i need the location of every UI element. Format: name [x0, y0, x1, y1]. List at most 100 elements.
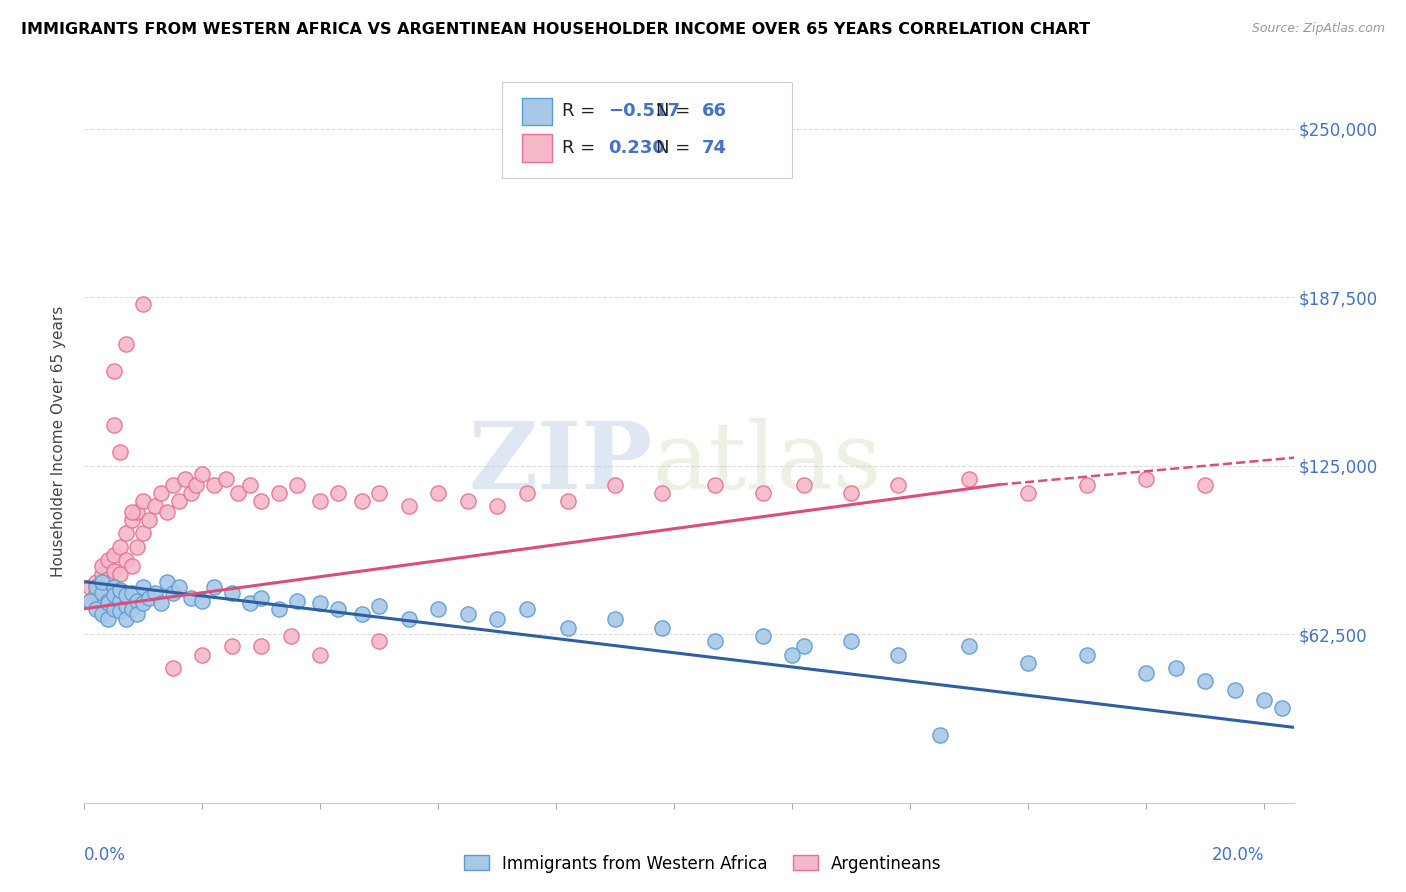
- Point: [91, 574, 114, 589]
- Point: [103, 548, 125, 562]
- Point: [1271, 701, 1294, 715]
- Point: [103, 601, 125, 615]
- Point: [114, 599, 136, 613]
- Point: [309, 596, 332, 610]
- Point: [202, 580, 225, 594]
- Point: [138, 513, 160, 527]
- Point: [79, 593, 101, 607]
- Point: [285, 593, 308, 607]
- Point: [127, 540, 149, 554]
- Point: [79, 593, 101, 607]
- Point: [221, 640, 243, 654]
- FancyBboxPatch shape: [502, 82, 792, 178]
- Point: [138, 591, 160, 605]
- Point: [1017, 656, 1039, 670]
- Point: [121, 585, 143, 599]
- Point: [150, 596, 173, 610]
- Point: [1076, 477, 1098, 491]
- Point: [132, 580, 155, 594]
- Point: [651, 485, 673, 500]
- Point: [605, 477, 627, 491]
- Text: 0.0%: 0.0%: [84, 847, 127, 864]
- Point: [267, 485, 290, 500]
- Point: [398, 612, 420, 626]
- Point: [516, 601, 538, 615]
- Point: [114, 526, 136, 541]
- Text: 0.230: 0.230: [607, 139, 665, 157]
- Point: [167, 580, 190, 594]
- Point: [326, 485, 349, 500]
- Point: [191, 648, 214, 662]
- Point: [91, 585, 114, 599]
- Point: [132, 493, 155, 508]
- Point: [350, 607, 373, 621]
- Point: [1076, 648, 1098, 662]
- Point: [486, 612, 509, 626]
- Point: [309, 648, 332, 662]
- Point: [114, 553, 136, 567]
- Point: [605, 612, 627, 626]
- Point: [651, 621, 673, 635]
- Point: [108, 604, 131, 618]
- Point: [156, 505, 179, 519]
- FancyBboxPatch shape: [522, 135, 553, 162]
- Point: [839, 634, 862, 648]
- Point: [280, 629, 302, 643]
- Point: [267, 601, 290, 615]
- Point: [127, 505, 149, 519]
- Point: [162, 661, 184, 675]
- Point: [1135, 666, 1157, 681]
- Point: [108, 566, 131, 581]
- Point: [928, 728, 950, 742]
- Point: [350, 493, 373, 508]
- Point: [84, 585, 107, 599]
- Point: [457, 493, 479, 508]
- Point: [97, 596, 120, 610]
- Point: [398, 500, 420, 514]
- Point: [103, 564, 125, 578]
- Point: [121, 558, 143, 573]
- Point: [127, 593, 149, 607]
- Point: [1164, 661, 1187, 675]
- Point: [516, 485, 538, 500]
- Point: [84, 601, 107, 615]
- Point: [704, 634, 727, 648]
- Point: [202, 477, 225, 491]
- Point: [103, 588, 125, 602]
- Point: [162, 477, 184, 491]
- Text: R =: R =: [562, 139, 600, 157]
- Point: [250, 493, 273, 508]
- Point: [167, 493, 190, 508]
- Point: [108, 582, 131, 597]
- Text: Source: ZipAtlas.com: Source: ZipAtlas.com: [1251, 22, 1385, 36]
- Point: [368, 634, 391, 648]
- Point: [108, 540, 131, 554]
- Point: [793, 640, 815, 654]
- Point: [186, 477, 208, 491]
- Point: [1017, 485, 1039, 500]
- Point: [427, 485, 450, 500]
- Text: atlas: atlas: [652, 418, 882, 508]
- Point: [457, 607, 479, 621]
- Point: [103, 580, 125, 594]
- Point: [887, 648, 910, 662]
- Point: [162, 585, 184, 599]
- Point: [887, 477, 910, 491]
- Point: [839, 485, 862, 500]
- Point: [132, 596, 155, 610]
- Point: [250, 640, 273, 654]
- Point: [114, 612, 136, 626]
- Point: [957, 472, 980, 486]
- Point: [557, 493, 579, 508]
- Text: 66: 66: [702, 103, 727, 120]
- Point: [1253, 693, 1275, 707]
- Point: [132, 526, 155, 541]
- Point: [238, 477, 260, 491]
- Point: [250, 591, 273, 605]
- Text: N =: N =: [657, 139, 696, 157]
- Point: [285, 477, 308, 491]
- Point: [704, 477, 727, 491]
- Point: [91, 558, 114, 573]
- Point: [121, 513, 143, 527]
- Point: [121, 505, 143, 519]
